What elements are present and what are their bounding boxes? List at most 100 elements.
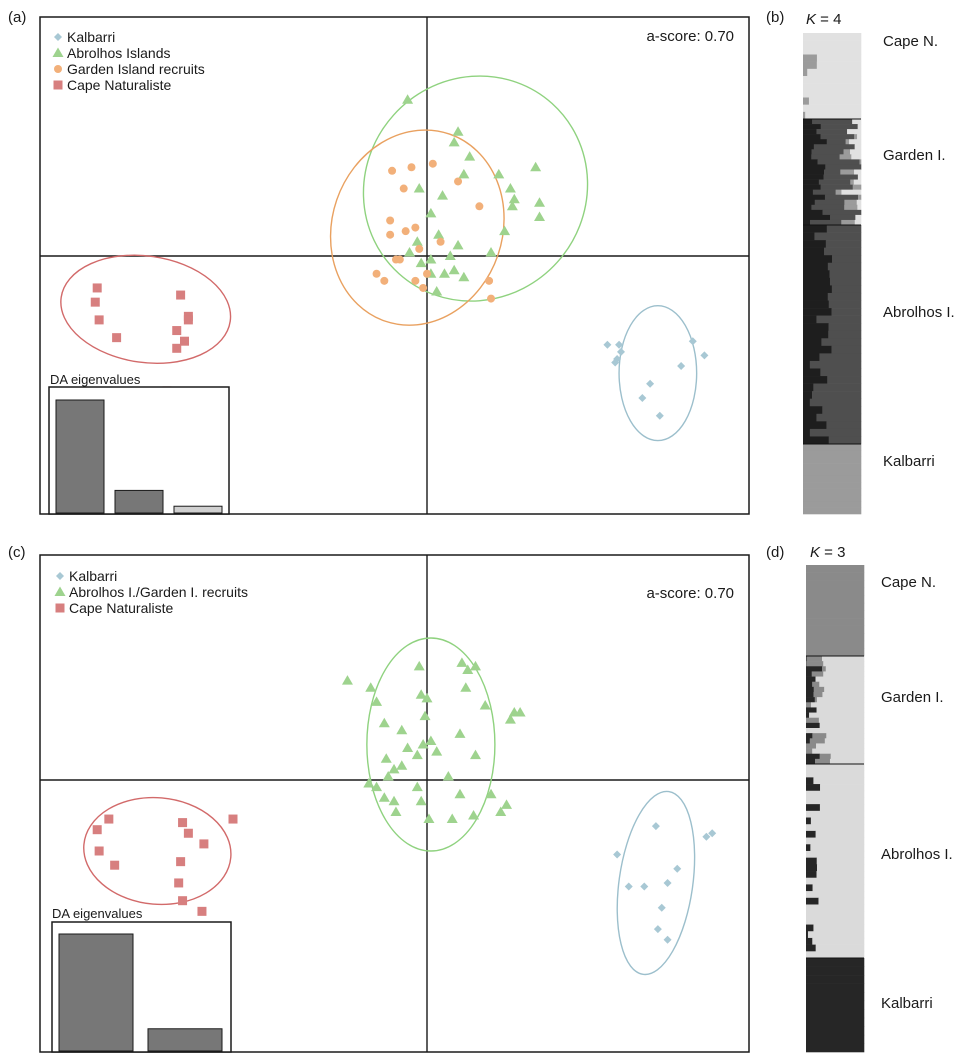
point-abrolhos-islands	[444, 250, 456, 260]
membership-segment	[854, 144, 862, 150]
membership-segment	[806, 656, 807, 662]
ellipses-c	[83, 637, 696, 976]
membership-segment	[806, 884, 813, 892]
a-score-label-c: a-score: 0.70	[646, 585, 734, 602]
membership-segment	[822, 656, 865, 662]
point-garden-island-recruits	[399, 184, 408, 193]
membership-segment	[803, 315, 817, 324]
eigenvalue-bar	[173, 505, 223, 514]
point-kalbarri	[700, 351, 709, 360]
membership-segment	[806, 661, 824, 667]
membership-segment	[825, 240, 862, 248]
membership-segment	[803, 134, 821, 140]
point-garden-island-recruits	[388, 166, 397, 175]
population-label-kalbarri: Kalbarri	[881, 995, 933, 1012]
membership-segment	[809, 219, 842, 226]
point-garden-island-recruits	[419, 283, 428, 292]
membership-segment	[806, 712, 810, 719]
point-abrolhos-i-garden-i-recruits	[396, 760, 408, 770]
eigenvalue-inset-c: DA eigenvalues	[51, 906, 232, 1053]
membership-segment	[831, 285, 862, 294]
membership-segment	[806, 676, 816, 683]
point-garden-island-recruits	[436, 237, 445, 246]
membership-segment	[857, 174, 862, 180]
membership-segment	[803, 90, 862, 98]
membership-segment	[816, 864, 865, 872]
membership-segment	[803, 450, 862, 458]
membership-segment	[844, 204, 858, 211]
membership-segment	[806, 717, 820, 724]
membership-segment	[806, 1000, 865, 1010]
membership-segment	[806, 837, 865, 845]
membership-segment	[803, 139, 828, 145]
membership-segment	[829, 277, 862, 286]
point-abrolhos-i-garden-i-recruits	[365, 682, 377, 692]
point-abrolhos-islands	[534, 211, 546, 221]
membership-segment	[841, 189, 862, 196]
point-cape-naturaliste	[176, 290, 186, 300]
membership-segment	[806, 790, 865, 798]
membership-segment	[813, 686, 825, 693]
membership-segment	[811, 204, 845, 211]
legend-marker-cape-naturaliste	[55, 603, 65, 613]
membership-segment	[825, 164, 862, 170]
inset-bars-c	[58, 933, 223, 1052]
membership-segment	[806, 707, 817, 713]
point-abrolhos-islands	[485, 246, 497, 257]
membership-segment	[803, 292, 829, 301]
point-abrolhos-islands	[504, 183, 516, 193]
membership-segment	[806, 975, 865, 984]
point-abrolhos-islands	[413, 183, 425, 193]
point-kalbarri	[677, 362, 686, 371]
membership-segment	[814, 232, 862, 241]
point-cape-naturaliste	[180, 336, 189, 346]
membership-segment	[803, 308, 832, 316]
membership-segment	[828, 300, 862, 309]
membership-segment	[803, 376, 828, 384]
membership-segment	[825, 666, 865, 672]
membership-segment	[823, 174, 859, 180]
point-abrolhos-i-garden-i-recruits	[390, 806, 402, 816]
membership-segment	[812, 733, 827, 739]
membership-segment	[831, 345, 862, 354]
membership-segment	[858, 124, 862, 130]
membership-segment	[806, 595, 865, 604]
membership-segment	[803, 179, 820, 185]
membership-segment	[806, 877, 865, 885]
membership-segment	[806, 764, 865, 771]
membership-segment	[803, 353, 820, 362]
membership-segment	[806, 1043, 865, 1053]
panel-label-c: (c)	[8, 544, 26, 561]
membership-segment	[816, 871, 865, 879]
membership-segment	[803, 111, 806, 120]
membership-segment	[843, 149, 851, 155]
membership-segment	[810, 702, 865, 708]
membership-segment	[803, 436, 830, 445]
membership-segment	[812, 884, 865, 892]
membership-segment	[803, 277, 831, 286]
membership-segment	[803, 33, 862, 41]
membership-segment	[831, 308, 862, 316]
panel-label-d: (d)	[766, 544, 784, 561]
membership-segment	[823, 661, 865, 667]
membership-segment	[814, 199, 845, 206]
membership-segment	[806, 1009, 865, 1019]
point-garden-island-recruits	[475, 202, 484, 211]
point-abrolhos-islands	[448, 136, 460, 147]
point-abrolhos-i-garden-i-recruits	[454, 788, 466, 799]
point-abrolhos-islands	[438, 268, 450, 278]
membership-segment	[803, 119, 813, 125]
membership-segment	[806, 770, 865, 778]
membership-segment	[806, 648, 865, 657]
point-abrolhos-i-garden-i-recruits	[425, 735, 437, 745]
membership-segment	[803, 144, 815, 150]
point-cape-naturaliste	[176, 857, 186, 867]
point-cape-naturaliste	[104, 814, 114, 824]
point-garden-island-recruits	[411, 276, 420, 285]
membership-segment	[819, 353, 862, 362]
membership-segment	[806, 748, 813, 755]
point-abrolhos-islands	[452, 126, 464, 136]
membership-segment	[854, 219, 862, 226]
membership-segment	[806, 958, 865, 967]
membership-segment	[803, 240, 827, 248]
